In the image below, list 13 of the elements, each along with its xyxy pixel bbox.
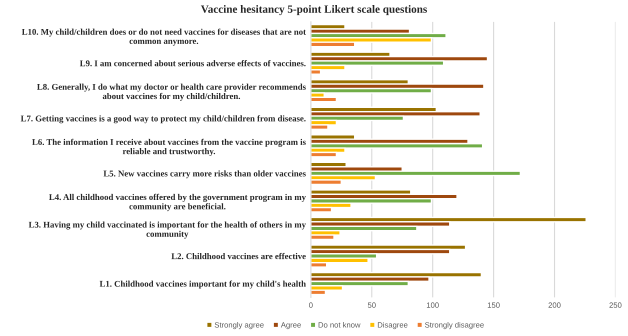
y-tick-label: L5. New vaccines carry more risks than older vaccines xyxy=(104,170,306,178)
y-tick-label: L9. I am concerned about serious adverse effects of vaccines. xyxy=(80,60,306,66)
y-tick-label: L4. All childhood vaccines offered by the government program in my community are beneficial. xyxy=(49,194,306,212)
y-tick-label: L8. Generally, I do what my doctor or health care provider recommends about vaccines for my child/children. xyxy=(37,84,306,101)
y-tick-label: L10. My child/children does or do not need vaccines for diseases that are not common anymore. xyxy=(22,28,306,46)
y-tick-label: L1. Childhood vaccines important for my child's health xyxy=(100,280,306,289)
bar xyxy=(310,142,484,149)
y-tick-label: L2. Childhood vaccines are effective xyxy=(171,252,306,260)
y-tick-label: L3. Having my child vaccinated is important for the health of others in my community xyxy=(28,221,306,239)
chart-title: Vaccine hesitancy 5-point Likert scale questions xyxy=(200,5,427,16)
y-tick-label: L6. The information I receive about vaccines from the vaccine program is reliable and trustworthy. xyxy=(32,138,306,156)
y-tick-label: L7. Getting vaccines is a good way to protect my child/children from disease. xyxy=(20,115,306,124)
bar xyxy=(310,170,522,176)
